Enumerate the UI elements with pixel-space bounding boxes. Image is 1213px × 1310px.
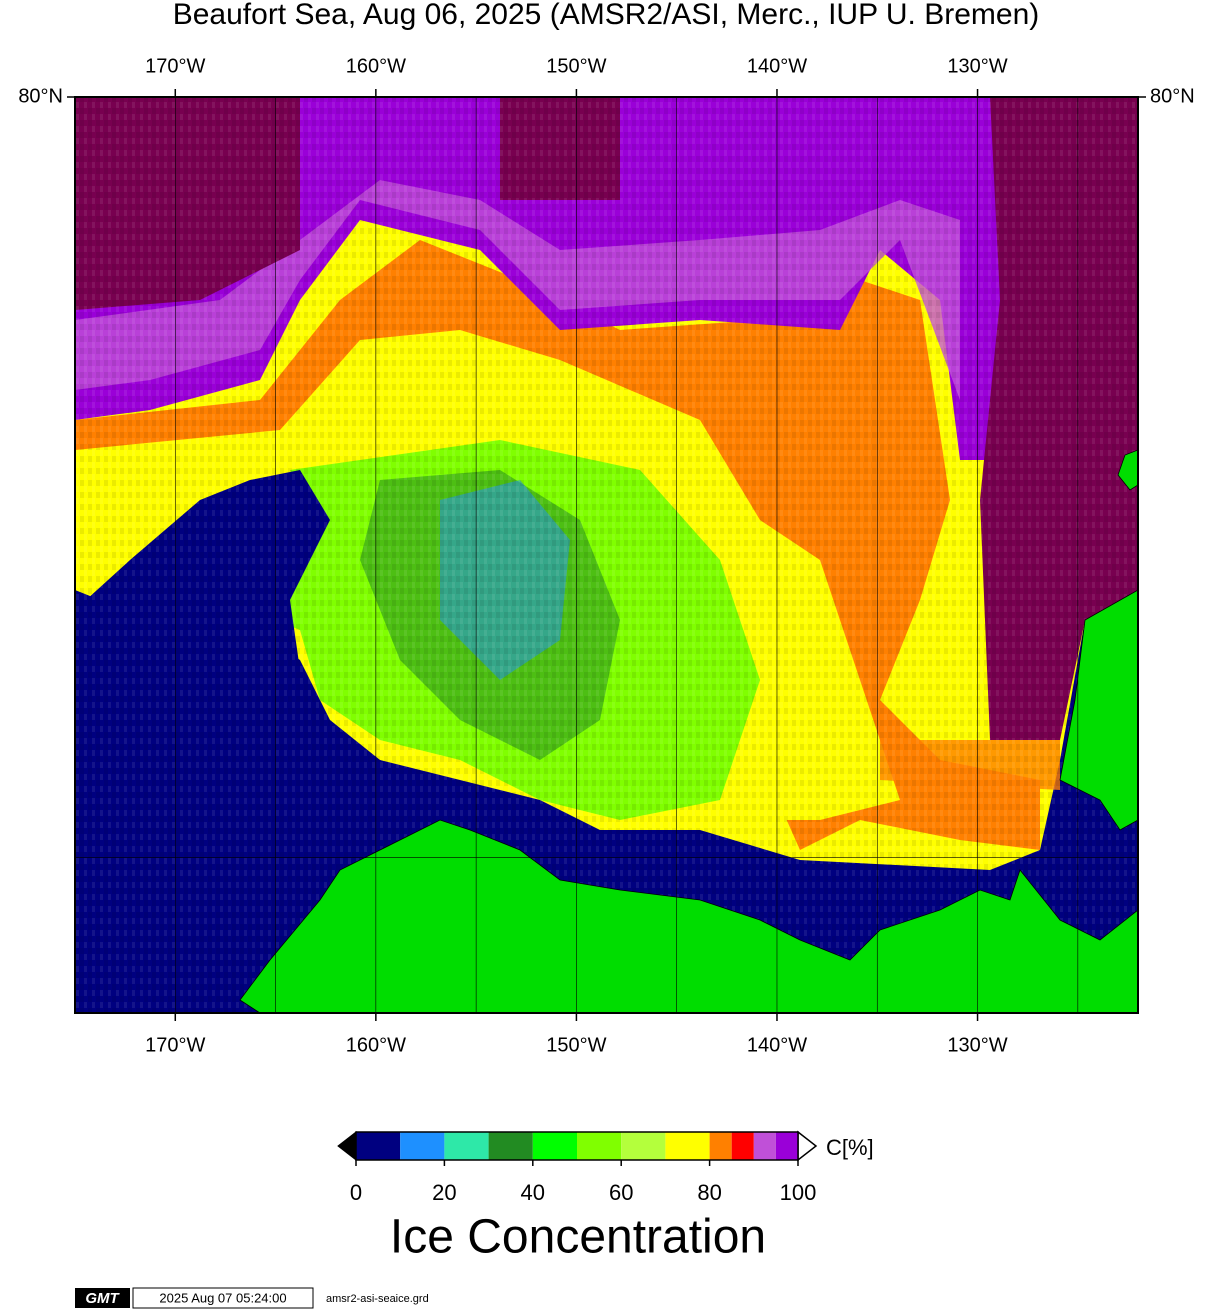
- colorbar-tick-label: 100: [780, 1180, 817, 1205]
- gmt-logo: GMT: [85, 1290, 120, 1307]
- colorbar: 0 20 40 60 80 100: [337, 1130, 818, 1205]
- colorbar-bin: [488, 1132, 533, 1160]
- ice-field: [75, 97, 1138, 1013]
- colorbar-bin: [577, 1132, 622, 1160]
- colorbar-label: Ice Concentration: [390, 1211, 766, 1264]
- timestamp-box: [132, 1287, 314, 1309]
- colorbar-over: [797, 1130, 818, 1162]
- colorbar-unit: C[%]: [826, 1135, 874, 1160]
- colorbar-bin: [753, 1132, 776, 1160]
- colorbar-tick-label: 20: [432, 1180, 456, 1205]
- colorbar-bin: [444, 1132, 489, 1160]
- colorbar-bin: [731, 1132, 754, 1160]
- land-island: [1117, 449, 1138, 491]
- colorbar-tick-label: 40: [521, 1180, 545, 1205]
- colorbar-tick-label: 0: [350, 1180, 362, 1205]
- colorbar-outline: [355, 1131, 799, 1161]
- colorbar-under: [337, 1130, 357, 1162]
- lon-label-top: 170°W: [145, 55, 205, 77]
- colorbar-bin: [621, 1132, 666, 1160]
- lon-label-bottom: 160°W: [346, 1034, 406, 1056]
- axis-labels: 170°W 170°W 160°W 160°W 150°W 150°W 140°W 140°W…: [18, 55, 1194, 1056]
- title: Beaufort Sea, Aug 06, 2025 (AMSR2/ASI, M…: [173, 0, 1040, 31]
- colorbar-bin: [709, 1132, 732, 1160]
- lon-label-bottom: 170°W: [145, 1034, 205, 1056]
- timestamp: 2025 Aug 07 05:24:00: [159, 1290, 286, 1305]
- raster-texture: [75, 97, 1138, 1013]
- colorbar-bin: [356, 1132, 401, 1160]
- lon-label-bottom: 140°W: [747, 1034, 807, 1056]
- lon-label-top: 140°W: [747, 55, 807, 77]
- lat-label-right: 80°N: [1150, 85, 1195, 107]
- map-frame: [74, 96, 1139, 1014]
- lon-label-top: 160°W: [346, 55, 406, 77]
- land-canada: [1059, 589, 1138, 831]
- colorbar-tick-label: 60: [609, 1180, 633, 1205]
- land-alaska: [239, 819, 1138, 1013]
- colorbar-bin: [400, 1132, 445, 1160]
- lon-label-top: 150°W: [546, 55, 606, 77]
- lon-label-bottom: 130°W: [947, 1034, 1007, 1056]
- colorbar-bin: [775, 1132, 798, 1160]
- colorbar-bin: [665, 1132, 710, 1160]
- lon-label-top: 130°W: [947, 55, 1007, 77]
- colorbar-tick-label: 80: [697, 1180, 721, 1205]
- lat-label-left: 80°N: [18, 85, 63, 107]
- colorbar-bin: [532, 1132, 577, 1160]
- lon-label-bottom: 150°W: [546, 1034, 606, 1056]
- gmt-logo-box: [75, 1288, 130, 1308]
- graticule: [67, 89, 1146, 1021]
- file-name: amsr2-asi-seaice.grd: [326, 1293, 429, 1305]
